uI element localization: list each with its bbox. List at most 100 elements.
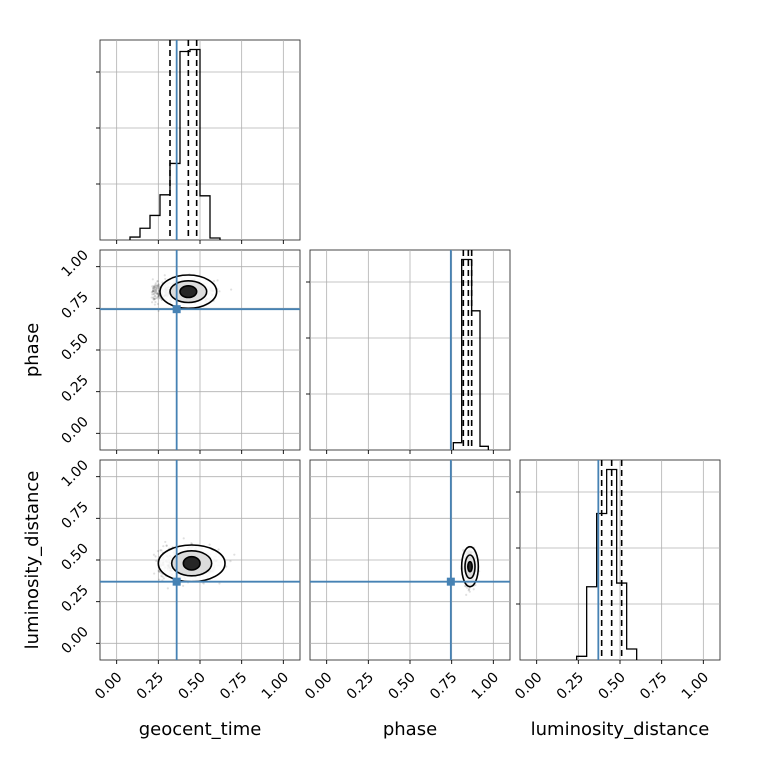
sample-point <box>150 296 153 299</box>
panel-marks <box>129 40 221 240</box>
sample-point <box>153 290 156 293</box>
x-axis-label-geocent-time: geocent_time <box>139 719 262 740</box>
sample-point <box>465 593 468 596</box>
sample-point <box>153 288 156 291</box>
sample-point <box>155 286 158 289</box>
sample-point <box>190 542 193 545</box>
sample-point <box>154 282 157 285</box>
sample-point <box>153 303 157 306</box>
sample-point <box>155 288 158 292</box>
sample-point <box>165 544 168 547</box>
x-tick-label: 0.50 <box>385 670 418 703</box>
sample-point <box>216 279 219 282</box>
y-axis-label-phase: phase <box>22 323 43 377</box>
sample-point <box>151 287 155 290</box>
sample-point <box>157 283 160 286</box>
sample-point <box>152 287 155 290</box>
sample-point <box>158 570 161 574</box>
x-tick-label: 0.25 <box>554 670 587 703</box>
truth-marker <box>172 577 181 586</box>
sample-point <box>468 588 471 591</box>
panel-geocent_time-geocent_time <box>100 40 300 240</box>
x-tick-label: 1.00 <box>259 670 292 703</box>
y-tick-label: 1.00 <box>58 457 91 490</box>
x-tick-label: 0.00 <box>302 670 335 703</box>
sample-point <box>153 298 156 301</box>
sample-point <box>155 284 159 287</box>
sample-point <box>151 289 154 293</box>
sample-point <box>163 274 166 277</box>
y-tick-label: 0.50 <box>58 330 91 363</box>
sample-point <box>152 553 155 556</box>
x-tick-label: 0.25 <box>344 670 377 703</box>
y-tick-label: 1.00 <box>58 247 91 280</box>
sample-point <box>182 584 185 588</box>
x-tick-label: 0.25 <box>134 670 167 703</box>
panel-marks <box>100 250 300 450</box>
sample-point <box>161 575 164 578</box>
sample-point <box>152 296 155 299</box>
y-axis-label-luminosity-distance: luminosity_distance <box>22 471 43 650</box>
sample-point <box>152 298 155 301</box>
panel-ticks <box>96 476 284 664</box>
sample-point <box>156 280 159 283</box>
axis-labels: geocent_time phase luminosity_distance p… <box>22 323 709 740</box>
sample-point <box>218 582 221 585</box>
panel-marks <box>576 460 638 660</box>
sample-point <box>468 587 471 590</box>
sample-point <box>230 288 233 291</box>
histogram-geocent_time <box>129 48 221 240</box>
sample-point <box>153 291 157 294</box>
sample-point <box>157 295 160 298</box>
sample-point <box>159 297 162 300</box>
sample-point <box>152 284 155 288</box>
sample-point <box>154 300 157 304</box>
sample-point <box>225 565 228 568</box>
sample-point <box>157 292 160 295</box>
sample-point <box>465 586 469 589</box>
x-axis-label-phase: phase <box>383 719 437 740</box>
panel-content <box>100 40 720 660</box>
truth-marker <box>446 577 455 586</box>
sample-point <box>152 289 155 293</box>
panel-marks <box>310 460 510 660</box>
sample-point <box>153 285 156 288</box>
sample-point <box>156 292 159 296</box>
sample-point <box>160 549 163 552</box>
sample-point <box>156 284 159 287</box>
sample-point <box>165 544 168 547</box>
panel-ticks <box>96 266 284 454</box>
sample-point <box>154 286 157 289</box>
histogram-luminosity_distance <box>576 468 638 660</box>
sample-point <box>154 555 157 558</box>
y-tick-label: 0.00 <box>58 624 91 657</box>
sample-point <box>166 587 169 590</box>
sample-point <box>154 295 157 298</box>
contour-level-2 <box>467 560 473 573</box>
sample-point <box>162 577 166 580</box>
sample-point <box>467 589 470 592</box>
sample-point <box>156 297 159 300</box>
panel-grid <box>310 460 510 660</box>
sample-point <box>156 279 159 283</box>
sample-point <box>464 584 467 587</box>
sample-point <box>156 295 159 298</box>
y-tick-label: 0.75 <box>58 289 91 322</box>
sample-point <box>157 294 160 298</box>
x-tick-label: 0.50 <box>595 670 628 703</box>
panel-phase-phase <box>310 250 510 450</box>
y-tick-label: 0.50 <box>58 540 91 573</box>
sample-point <box>153 287 156 290</box>
sample-point <box>155 286 158 289</box>
x-tick-label: 1.00 <box>469 670 502 703</box>
sample-point <box>155 292 158 295</box>
sample-point <box>151 278 154 281</box>
sample-point <box>154 283 157 286</box>
sample-point <box>472 588 475 591</box>
y-tick-label: 0.25 <box>58 372 91 405</box>
contour-level-2 <box>179 285 198 299</box>
sample-point <box>155 288 158 291</box>
sample-point <box>154 292 157 295</box>
sample-point <box>153 290 156 293</box>
panel-grid <box>520 460 720 660</box>
